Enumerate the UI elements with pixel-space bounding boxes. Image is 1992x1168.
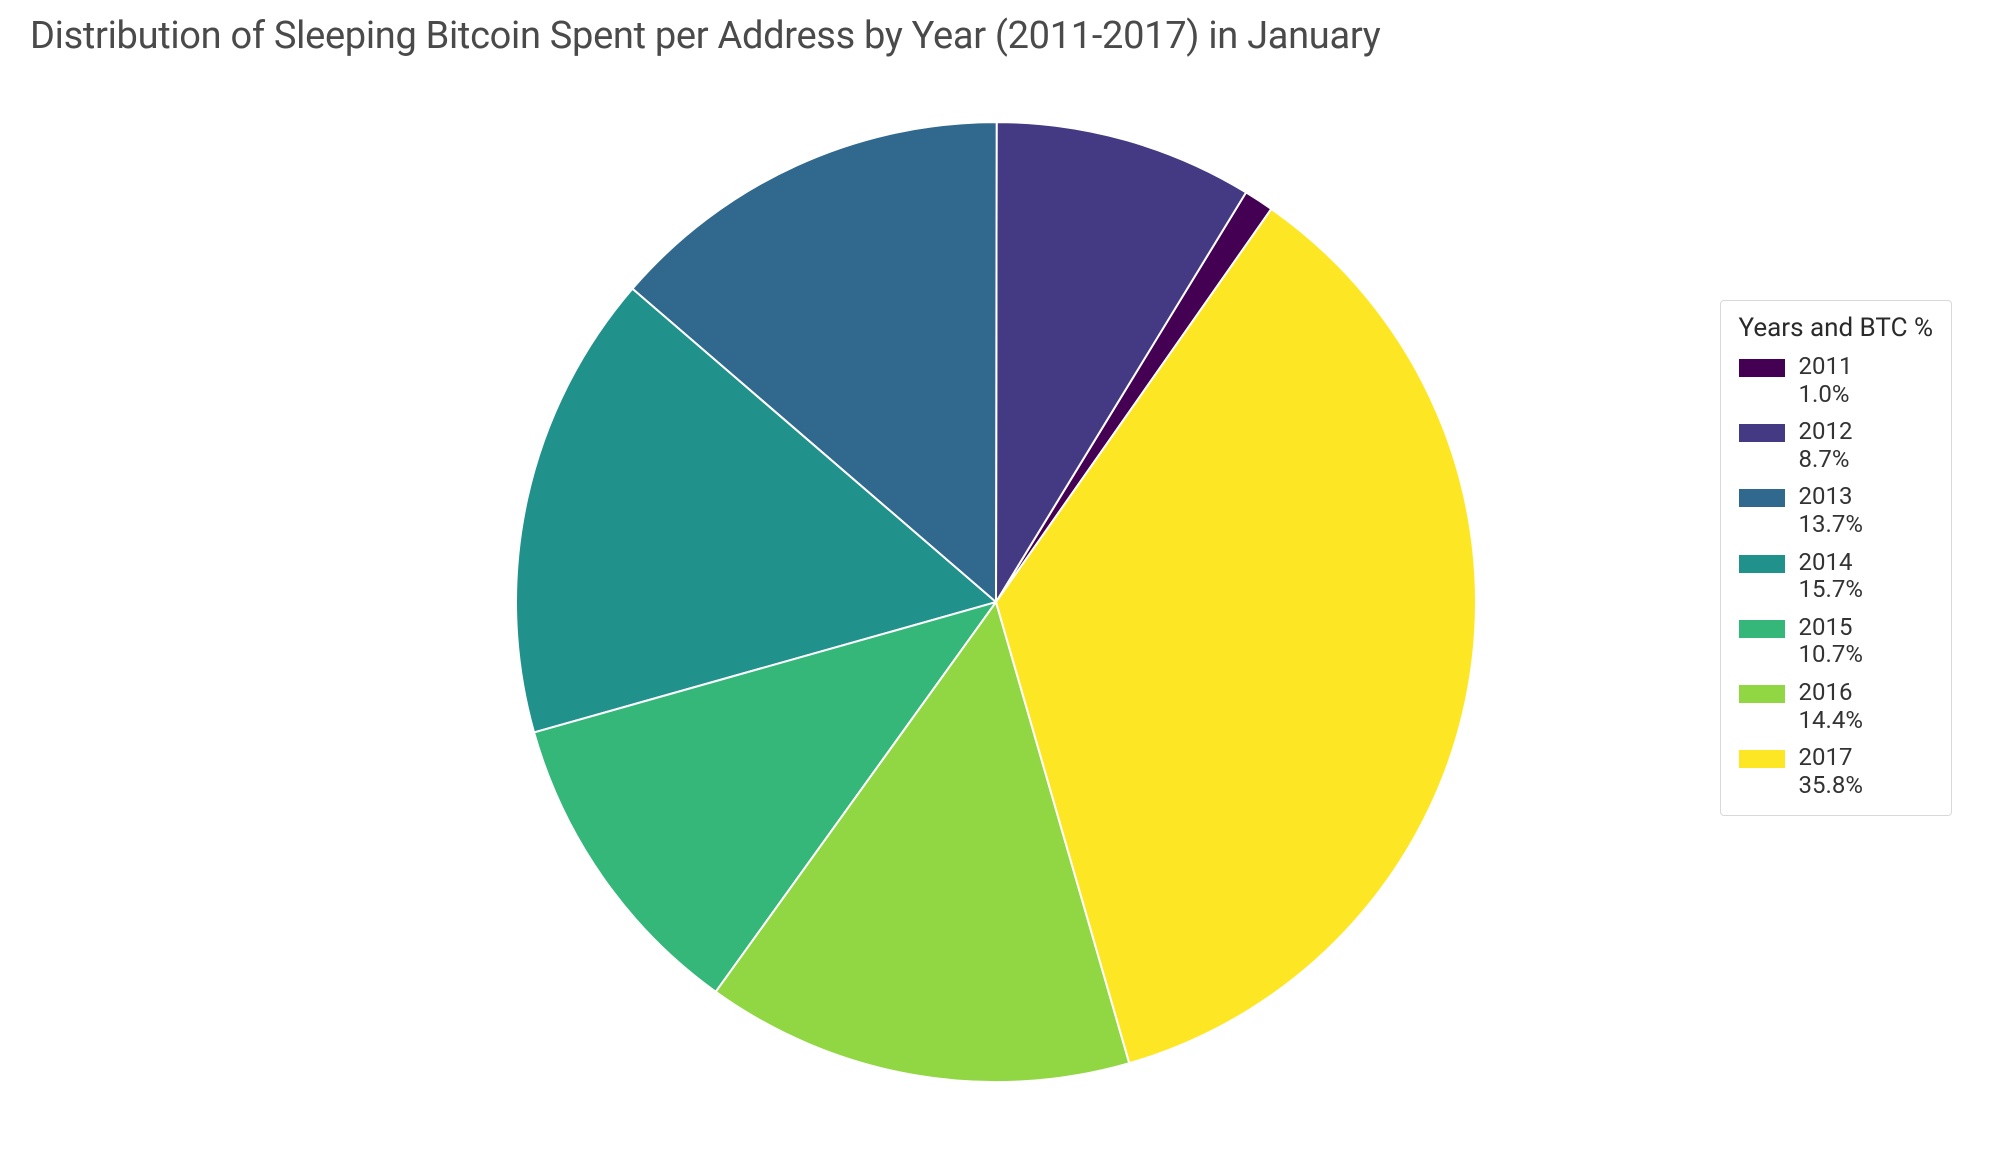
pie-svg <box>496 102 1496 1102</box>
legend: Years and BTC % 2011 1.0% 2012 8.7% 2013 1… <box>1720 300 1952 816</box>
legend-label: 2012 8.7% <box>1799 418 1853 473</box>
legend-item-2016: 2016 14.4% <box>1739 679 1933 734</box>
legend-item-2015: 2015 10.7% <box>1739 614 1933 669</box>
pie-chart <box>496 102 1496 1106</box>
legend-title: Years and BTC % <box>1739 313 1933 343</box>
legend-item-2014: 2014 15.7% <box>1739 549 1933 604</box>
chart-container: Distribution of Sleeping Bitcoin Spent p… <box>0 0 1992 1168</box>
legend-label: 2016 14.4% <box>1799 679 1863 734</box>
chart-title: Distribution of Sleeping Bitcoin Spent p… <box>30 14 1380 58</box>
legend-swatch <box>1739 750 1785 768</box>
legend-label: 2014 15.7% <box>1799 549 1863 604</box>
legend-swatch <box>1739 685 1785 703</box>
legend-swatch <box>1739 359 1785 377</box>
legend-swatch <box>1739 424 1785 442</box>
legend-label: 2015 10.7% <box>1799 614 1863 669</box>
legend-swatch <box>1739 489 1785 507</box>
legend-item-2017: 2017 35.8% <box>1739 744 1933 799</box>
legend-item-2012: 2012 8.7% <box>1739 418 1933 473</box>
legend-label: 2011 1.0% <box>1799 353 1853 408</box>
legend-label: 2017 35.8% <box>1799 744 1863 799</box>
legend-swatch <box>1739 555 1785 573</box>
legend-item-2011: 2011 1.0% <box>1739 353 1933 408</box>
legend-label: 2013 13.7% <box>1799 483 1863 538</box>
legend-item-2013: 2013 13.7% <box>1739 483 1933 538</box>
legend-swatch <box>1739 620 1785 638</box>
